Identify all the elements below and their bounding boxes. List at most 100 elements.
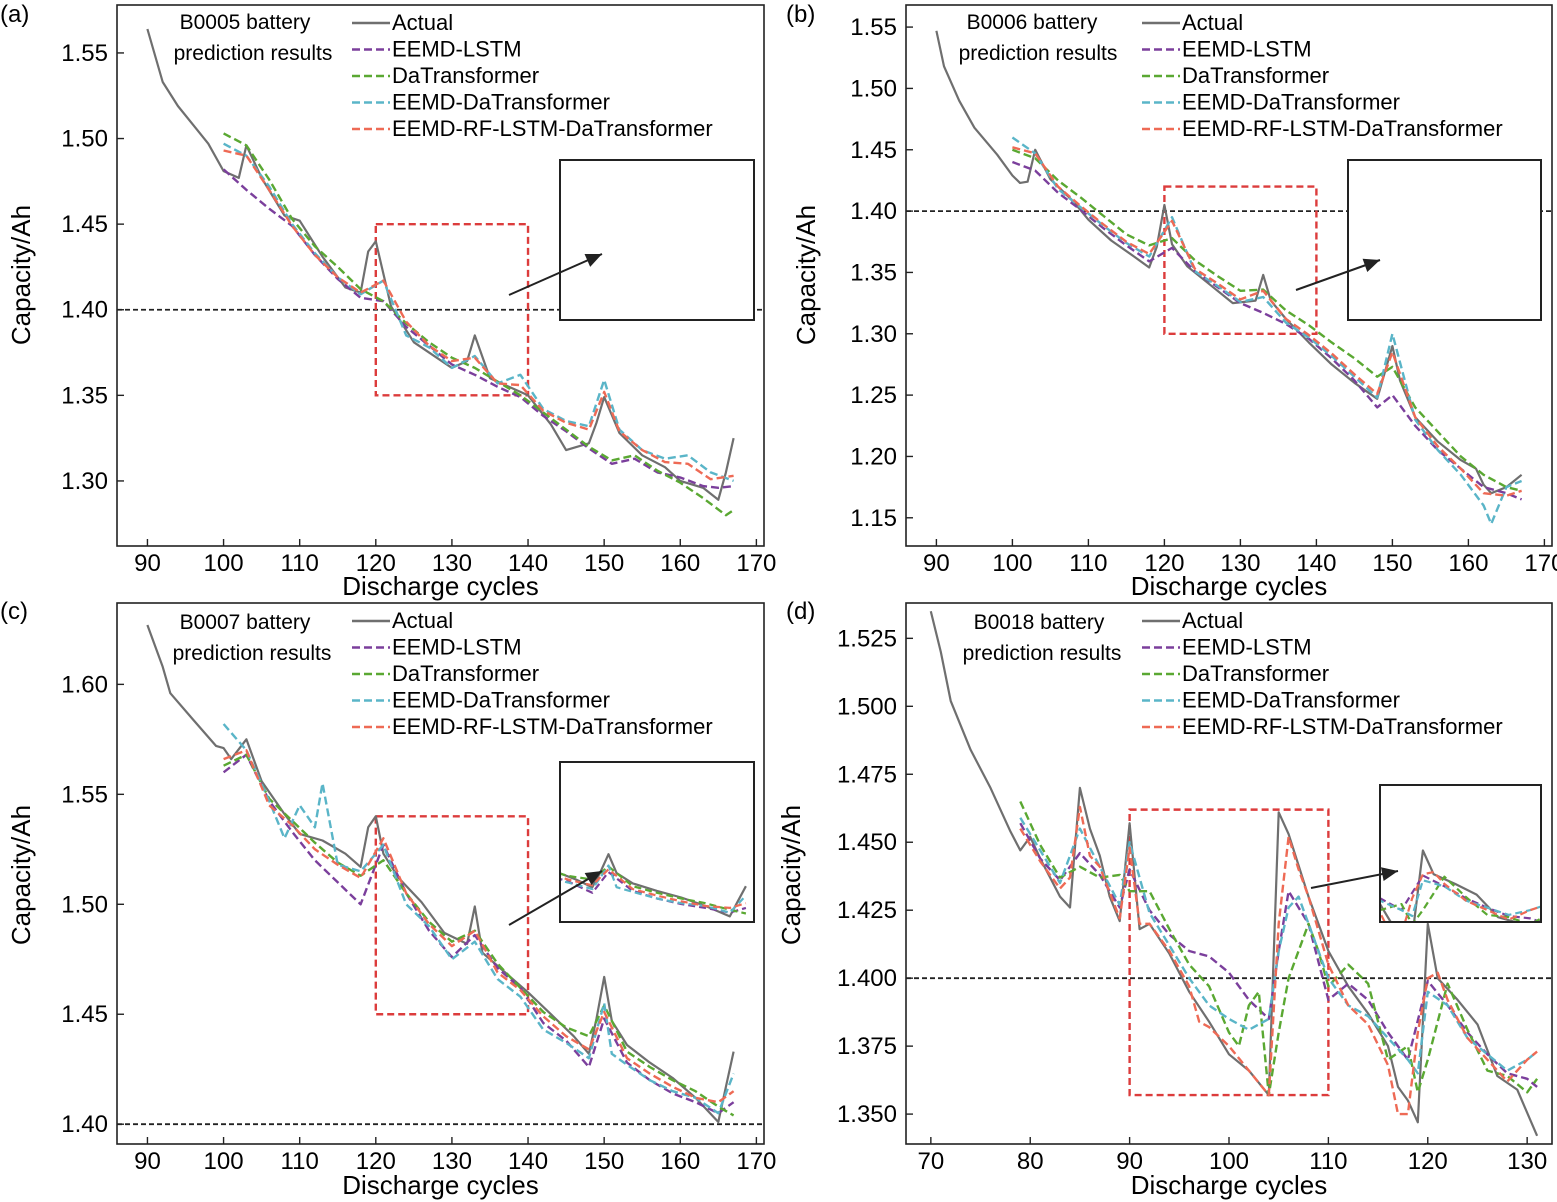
y-axis-title: Capacity/Ah xyxy=(776,805,806,945)
x-tick-label: 150 xyxy=(584,550,624,577)
y-tick-label: 1.400 xyxy=(837,965,897,992)
annotation-line-2: prediction results xyxy=(174,42,333,65)
inset-line-eemd-datransformer xyxy=(560,864,747,914)
x-axis-title: Discharge cycles xyxy=(1131,571,1328,601)
zoom-region-box xyxy=(1163,185,1318,335)
series-line-actual xyxy=(146,28,735,501)
x-tick-label: 80 xyxy=(1017,1148,1044,1175)
series-line-actual xyxy=(146,624,735,1124)
legend: ActualEEMD-LSTMDaTransformerEEMD-DaTrans… xyxy=(352,10,713,141)
x-axis-title: Discharge cycles xyxy=(1131,1170,1328,1200)
legend-label-datransformer: DaTransformer xyxy=(1182,63,1329,88)
y-tick-label: 1.40 xyxy=(61,1111,108,1138)
annotation-line-2: prediction results xyxy=(173,642,332,665)
legend-label-eemd-lstm: EEMD-LSTM xyxy=(1182,635,1312,660)
y-tick-label: 1.40 xyxy=(61,297,108,324)
y-axis-title: Capacity/Ah xyxy=(6,205,36,345)
x-tick-label: 90 xyxy=(923,550,950,577)
x-tick-label: 130 xyxy=(432,550,472,577)
x-tick-label: 150 xyxy=(584,1148,624,1175)
y-tick-label: 1.25 xyxy=(850,382,897,409)
x-tick-label: 90 xyxy=(1116,1148,1143,1175)
inset-frame xyxy=(559,761,755,923)
series-lines xyxy=(146,28,735,517)
x-tick-label: 130 xyxy=(1507,1148,1547,1175)
y-tick-label: 1.35 xyxy=(61,382,108,409)
legend: ActualEEMD-LSTMDaTransformerEEMD-DaTrans… xyxy=(1142,10,1503,141)
y-tick-label: 1.45 xyxy=(850,137,897,164)
x-axis-title: Discharge cycles xyxy=(342,1170,539,1200)
x-tick-label: 130 xyxy=(1220,550,1260,577)
x-tick-label: 90 xyxy=(134,1148,161,1175)
y-tick-label: 1.375 xyxy=(837,1033,897,1060)
x-tick-label: 160 xyxy=(660,1148,700,1175)
annotation-line-1: B0007 battery xyxy=(180,611,311,634)
inset-frame xyxy=(559,159,755,321)
annotation-line-1: B0018 battery xyxy=(974,611,1105,634)
x-tick-label: 120 xyxy=(356,1148,396,1175)
y-tick-label: 1.40 xyxy=(850,198,897,225)
x-tick-label: 100 xyxy=(992,550,1032,577)
annotation-line-1: B0005 battery xyxy=(180,11,311,34)
y-tick-label: 1.425 xyxy=(837,897,897,924)
series-line-eemd-datransformer xyxy=(1011,136,1523,526)
x-tick-label: 120 xyxy=(1144,550,1184,577)
x-tick-label: 90 xyxy=(134,550,161,577)
y-tick-label: 1.55 xyxy=(61,781,108,808)
y-tick-label: 1.60 xyxy=(61,671,108,698)
legend-label-datransformer: DaTransformer xyxy=(392,661,539,686)
legend-label-actual: Actual xyxy=(392,10,453,35)
x-tick-label: 120 xyxy=(1408,1148,1448,1175)
panel-label: (b) xyxy=(786,1,815,28)
series-lines xyxy=(929,610,1539,1137)
y-tick-label: 1.30 xyxy=(61,468,108,495)
annotation-line-2: prediction results xyxy=(959,42,1118,65)
legend-label-eemd-lstm: EEMD-LSTM xyxy=(392,635,522,660)
x-tick-label: 110 xyxy=(1069,550,1107,577)
y-tick-label: 1.450 xyxy=(837,829,897,856)
series-lines xyxy=(935,30,1523,526)
x-tick-label: 110 xyxy=(281,550,319,577)
annotation-line-2: prediction results xyxy=(963,642,1122,665)
legend-label-eemd-lstm: EEMD-LSTM xyxy=(392,37,522,62)
y-tick-label: 1.50 xyxy=(850,75,897,102)
x-tick-label: 170 xyxy=(736,550,776,577)
y-tick-label: 1.500 xyxy=(837,693,897,720)
zoom-arrow-head xyxy=(584,871,602,886)
panel-label: (a) xyxy=(0,1,29,28)
series-line-eemd-rf-lstm-datransformer xyxy=(223,749,735,1104)
y-tick-label: 1.55 xyxy=(61,40,108,67)
y-tick-label: 1.50 xyxy=(61,891,108,918)
series-line-eemd-rf-lstm-datransformer xyxy=(223,149,734,481)
legend-label-eemd-rf-lstm-datransformer: EEMD-RF-LSTM-DaTransformer xyxy=(392,116,713,141)
legend-label-datransformer: DaTransformer xyxy=(1182,661,1329,686)
x-tick-label: 140 xyxy=(508,550,548,577)
panel-label: (d) xyxy=(786,598,815,625)
y-tick-label: 1.50 xyxy=(61,126,108,153)
zoom-arrow-head xyxy=(584,254,602,267)
annotation-line-1: B0006 battery xyxy=(967,11,1098,34)
series-line-eemd-lstm xyxy=(222,753,735,1115)
x-tick-label: 120 xyxy=(356,550,396,577)
y-tick-label: 1.350 xyxy=(837,1101,897,1128)
series-line-eemd-datransformer xyxy=(222,723,735,1115)
y-tick-label: 1.35 xyxy=(850,259,897,286)
legend-label-eemd-datransformer: EEMD-DaTransformer xyxy=(392,688,610,713)
zoom-arrow xyxy=(508,253,603,296)
x-tick-label: 140 xyxy=(1296,550,1336,577)
panel-b: 90 100 110 120 130 140 150 160 170 1.15 1.20 1.25 1.… xyxy=(786,1,1557,601)
x-tick-label: 110 xyxy=(281,1148,319,1175)
x-tick-label: 100 xyxy=(204,1148,244,1175)
x-tick-label: 70 xyxy=(917,1148,944,1175)
x-tick-label: 150 xyxy=(1372,550,1412,577)
legend: ActualEEMD-LSTMDaTransformerEEMD-DaTrans… xyxy=(1142,608,1503,739)
series-line-eemd-datransformer xyxy=(1019,817,1538,1075)
x-tick-label: 140 xyxy=(508,1148,548,1175)
zoom-arrow-head xyxy=(1380,867,1398,881)
x-tick-label: 130 xyxy=(432,1148,472,1175)
series-line-eemd-lstm xyxy=(1011,160,1523,501)
legend-label-eemd-datransformer: EEMD-DaTransformer xyxy=(392,90,610,115)
panel-c: 90 100 110 120 130 140 150 160 170 1.40 1.45 1.50 1.… xyxy=(0,598,776,1200)
inset-line-eemd-rf-lstm-datransformer xyxy=(560,868,747,909)
